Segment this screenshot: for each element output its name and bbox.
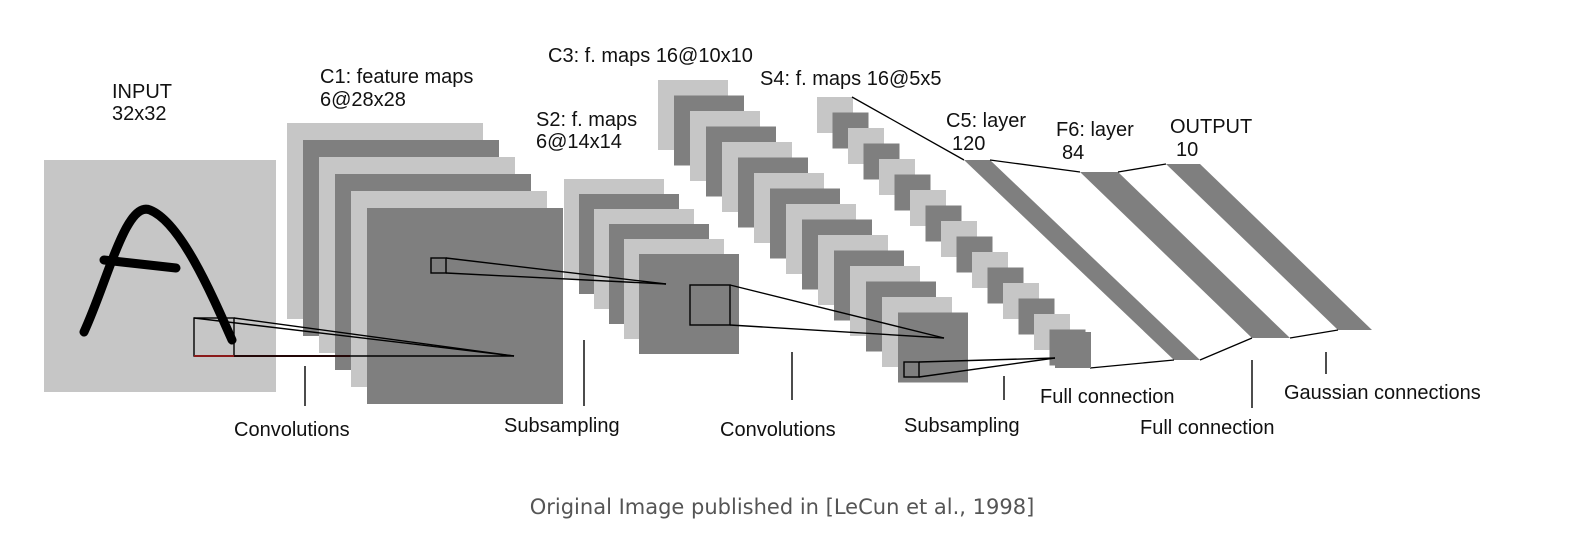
c3-feature-maps bbox=[658, 80, 968, 383]
fully-connected-layers bbox=[851, 96, 1372, 369]
op-subsampling-1: Subsampling bbox=[504, 415, 620, 437]
input-image bbox=[44, 160, 276, 392]
c1-feature-maps bbox=[287, 123, 563, 404]
s4-title: S4: f. maps 16@5x5 bbox=[760, 68, 942, 90]
c3-title: C3: f. maps 16@10x10 bbox=[548, 45, 753, 67]
s2-size: 6@14x14 bbox=[536, 131, 622, 153]
c5-size: 120 bbox=[952, 133, 985, 155]
receptive-field-projection bbox=[445, 257, 667, 285]
receptive-field-projection bbox=[729, 284, 945, 339]
f6-size: 84 bbox=[1062, 142, 1084, 164]
fc-connection-line bbox=[1289, 329, 1339, 339]
input-title: INPUT bbox=[112, 81, 172, 103]
op-gaussian-connections: Gaussian connections bbox=[1284, 382, 1481, 404]
c3-map bbox=[898, 312, 968, 383]
figure-caption: Original Image published in [LeCun et al… bbox=[530, 495, 1035, 519]
s2-title: S2: f. maps bbox=[536, 109, 637, 131]
receptive-field-projection bbox=[918, 357, 1056, 378]
input-layer bbox=[44, 160, 276, 392]
op-full-connection-1: Full connection bbox=[1040, 386, 1175, 408]
op-convolutions-1: Convolutions bbox=[234, 419, 350, 441]
output-title: OUTPUT bbox=[1170, 116, 1252, 138]
op-subsampling-2: Subsampling bbox=[904, 415, 1020, 437]
s4-feature-maps bbox=[817, 97, 1086, 366]
receptive-field-projection bbox=[729, 324, 945, 339]
receptive-field-box bbox=[903, 361, 920, 378]
s2-feature-maps bbox=[564, 179, 739, 354]
s2-map bbox=[639, 254, 739, 354]
input-letter-a-stroke bbox=[79, 204, 237, 345]
c1-title: C1: feature maps bbox=[320, 66, 473, 88]
c5-title: C5: layer bbox=[946, 110, 1026, 132]
receptive-field-box bbox=[430, 257, 447, 274]
fc-connection-line bbox=[1089, 359, 1175, 369]
input-size: 32x32 bbox=[112, 103, 167, 125]
f6-title: F6: layer bbox=[1056, 119, 1134, 141]
c1-size: 6@28x28 bbox=[320, 89, 406, 111]
output-layer bbox=[1166, 164, 1372, 330]
c5-layer bbox=[964, 160, 1200, 360]
operation-ticks bbox=[304, 340, 1327, 408]
op-convolutions-2: Convolutions bbox=[720, 419, 836, 441]
fc-connection-line bbox=[851, 96, 965, 161]
s4-map-highlight bbox=[1055, 332, 1091, 368]
c1-map bbox=[367, 208, 563, 404]
receptive-field-projection bbox=[233, 317, 515, 357]
output-size: 10 bbox=[1176, 139, 1198, 161]
receptive-field-projection bbox=[918, 357, 1056, 363]
fc-connection-line bbox=[1117, 163, 1167, 173]
fc-connection-line bbox=[1199, 337, 1253, 361]
receptive-field-connectors bbox=[193, 257, 1091, 378]
fc-connection-line bbox=[989, 159, 1081, 173]
f6-layer bbox=[1080, 172, 1290, 338]
receptive-field-box bbox=[689, 284, 731, 326]
receptive-field-projection bbox=[445, 272, 667, 285]
op-full-connection-2: Full connection bbox=[1140, 417, 1275, 439]
input-letter-a-crossbar bbox=[99, 255, 181, 273]
